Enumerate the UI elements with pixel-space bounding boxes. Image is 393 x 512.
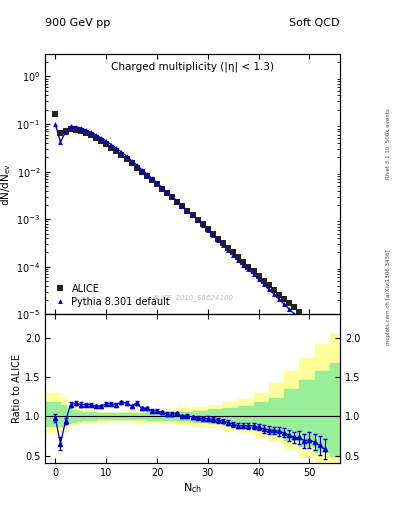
ALICE bbox=[236, 254, 241, 260]
Y-axis label: $\mathregular{dN/dN_{ev}}$: $\mathregular{dN/dN_{ev}}$ bbox=[0, 163, 13, 205]
Pythia 8.301 default bbox=[53, 121, 58, 127]
ALICE bbox=[200, 221, 205, 227]
Pythia 8.301 default bbox=[211, 232, 215, 238]
Text: mcplots.cern.ch [arXiv:1306.3436]: mcplots.cern.ch [arXiv:1306.3436] bbox=[386, 249, 391, 345]
Pythia 8.301 default bbox=[200, 222, 205, 228]
ALICE bbox=[53, 111, 58, 117]
ALICE bbox=[211, 231, 215, 237]
Text: Soft QCD: Soft QCD bbox=[290, 18, 340, 28]
ALICE bbox=[154, 181, 159, 187]
ALICE bbox=[322, 330, 327, 336]
Pythia 8.301 default bbox=[99, 135, 103, 141]
Line: ALICE: ALICE bbox=[52, 111, 328, 336]
Text: Rivet 3.1.10, 500k events: Rivet 3.1.10, 500k events bbox=[386, 108, 391, 179]
ALICE bbox=[99, 138, 103, 144]
Pythia 8.301 default bbox=[322, 342, 327, 348]
Y-axis label: Ratio to ALICE: Ratio to ALICE bbox=[12, 354, 22, 423]
X-axis label: $\mathregular{N_{ch}}$: $\mathregular{N_{ch}}$ bbox=[183, 481, 202, 495]
Line: Pythia 8.301 default: Pythia 8.301 default bbox=[53, 122, 327, 347]
Text: ALICE_2010_S8624100: ALICE_2010_S8624100 bbox=[152, 294, 233, 302]
Pythia 8.301 default bbox=[216, 237, 220, 243]
Legend: ALICE, Pythia 8.301 default: ALICE, Pythia 8.301 default bbox=[50, 281, 173, 310]
Text: 900 GeV pp: 900 GeV pp bbox=[45, 18, 110, 28]
Text: Charged multiplicity (|η| < 1.3): Charged multiplicity (|η| < 1.3) bbox=[111, 61, 274, 72]
Pythia 8.301 default bbox=[154, 180, 159, 186]
Pythia 8.301 default bbox=[236, 257, 241, 263]
ALICE bbox=[216, 236, 220, 242]
